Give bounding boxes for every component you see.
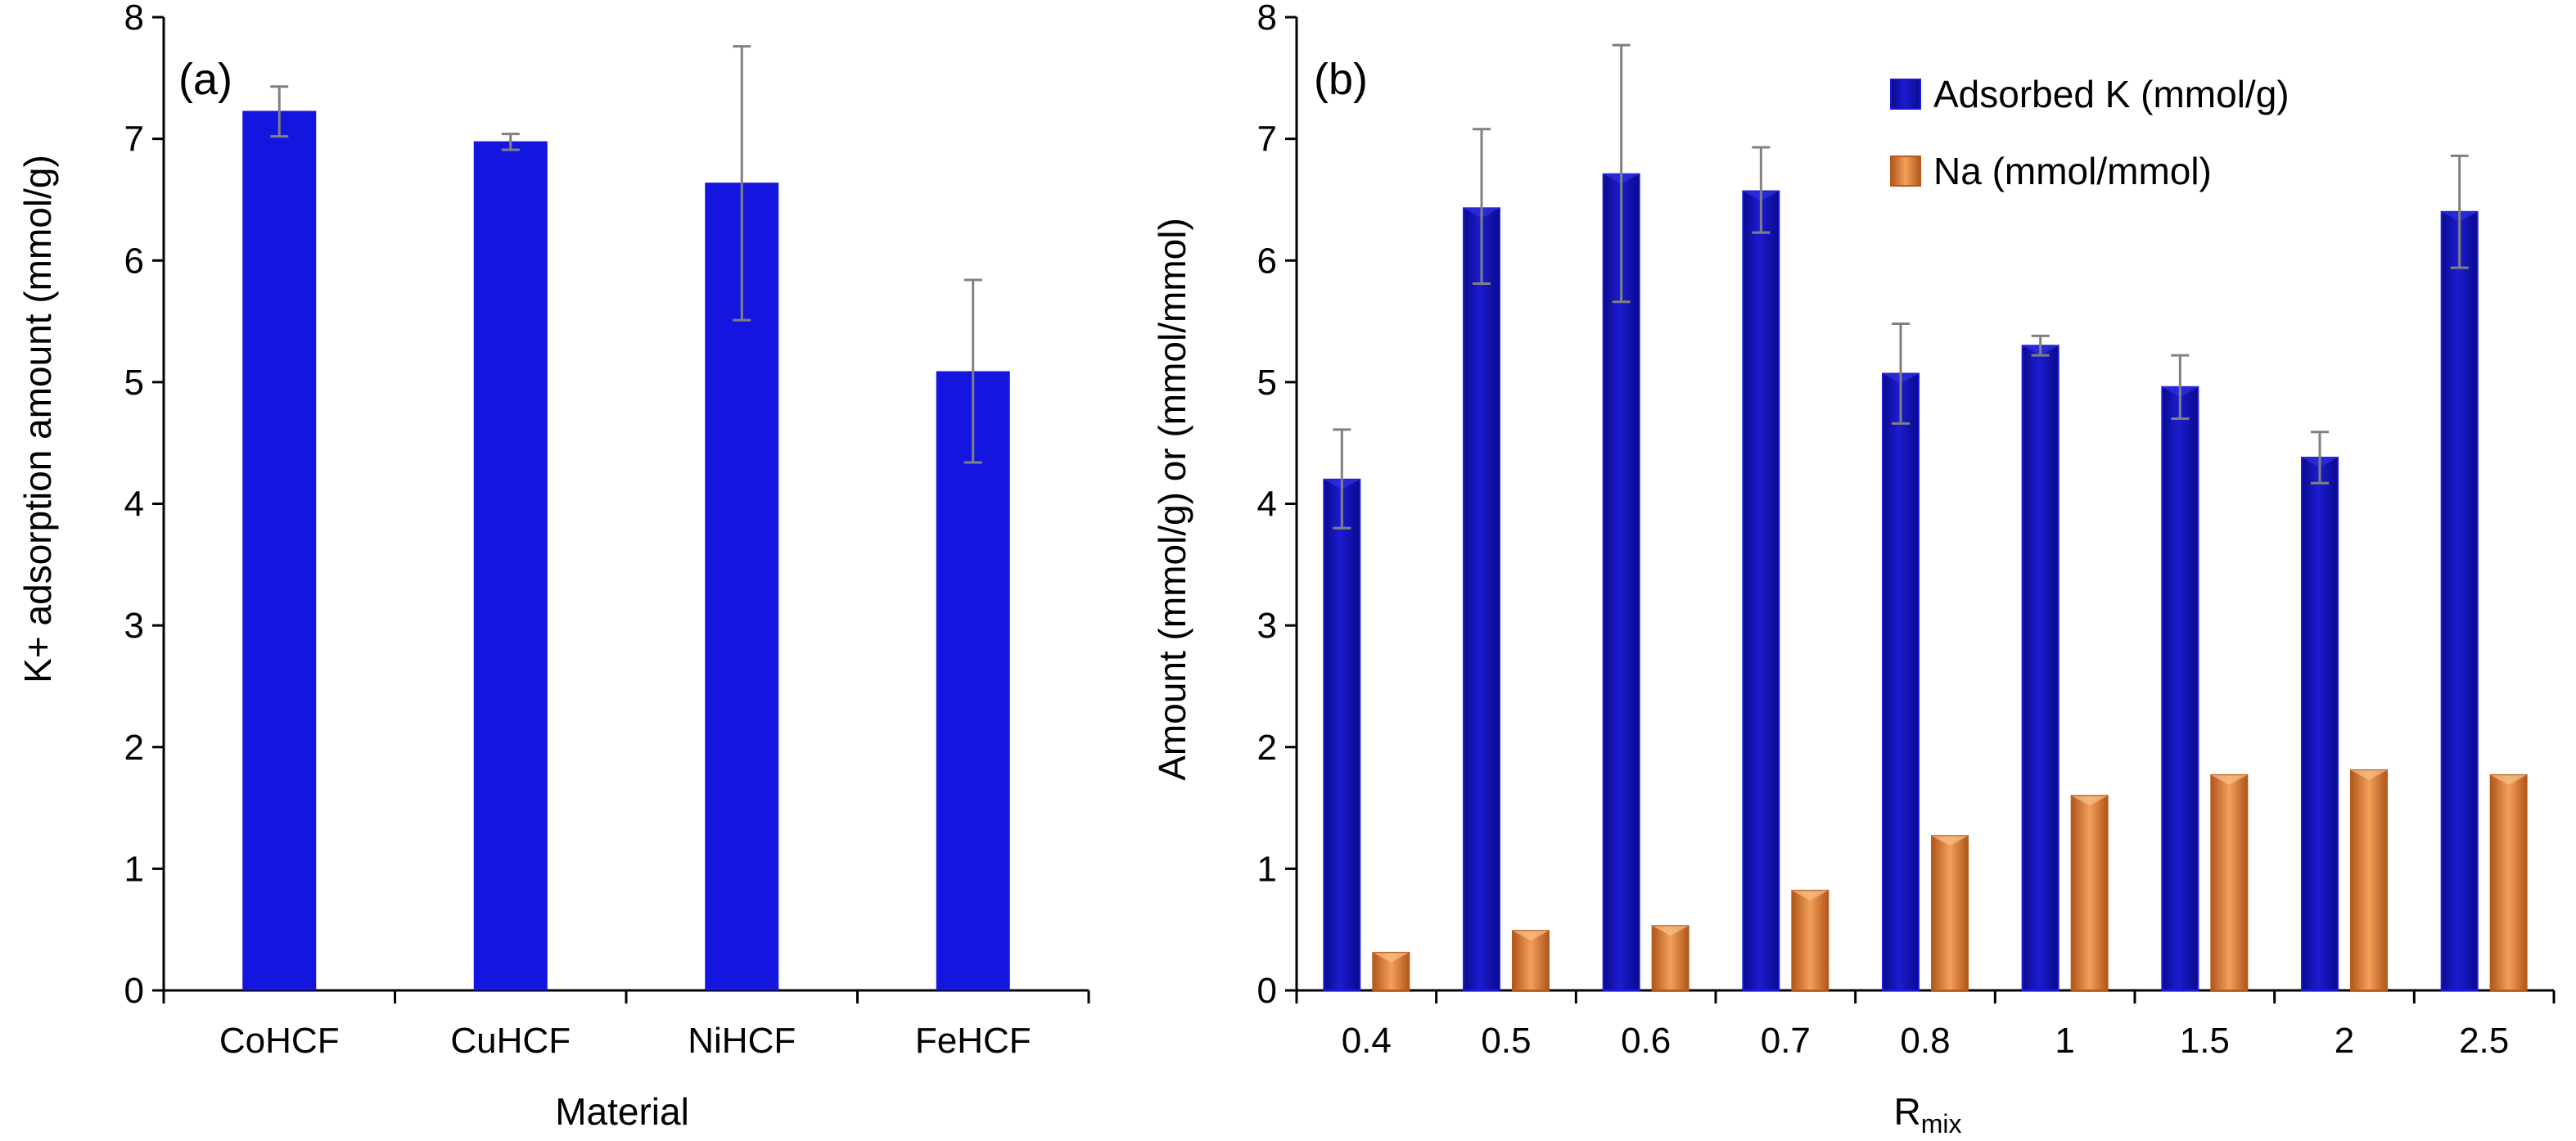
legend: Adsorbed K (mmol/g) Na (mmol/mmol) xyxy=(1890,73,2290,192)
y-tick-label: 1 xyxy=(124,849,144,889)
y-tick-label: 8 xyxy=(124,0,144,38)
bar-na xyxy=(2350,769,2388,992)
y-tick-label: 5 xyxy=(1257,363,1277,403)
bar-na-bevel xyxy=(2071,796,2108,806)
x-tick-label: 0.6 xyxy=(1621,1021,1671,1061)
bar-na xyxy=(2070,795,2109,992)
bar-adsorbed-k xyxy=(1742,190,1780,991)
panel-a-label: (a) xyxy=(178,55,232,104)
bar-na-bevel xyxy=(1932,836,1968,846)
bar-na-bevel xyxy=(1373,952,1410,963)
bar-adsorbed-k xyxy=(2161,386,2199,991)
bar-adsorbed-k xyxy=(1463,207,1500,991)
panel-a-ylabel: K+ adsorption amount (mmol/g) xyxy=(16,155,59,683)
bar-adsorbed-k xyxy=(1323,478,1361,991)
chart-panel-b: (b) Amount (mmol/g) or (mmol/mmol) Rmix … xyxy=(1151,0,2556,1139)
legend-label-na: Na (mmol/mmol) xyxy=(1933,150,2212,192)
x-tick-label: 0.7 xyxy=(1761,1021,1811,1061)
y-tick-label: 5 xyxy=(124,363,144,403)
bar-na xyxy=(1512,930,1550,991)
bar-na xyxy=(1931,835,1969,992)
bar-cohcf xyxy=(242,110,317,990)
bar-cuhcf xyxy=(473,141,548,990)
x-tick-label: CoHCF xyxy=(219,1021,340,1061)
y-tick-label: 8 xyxy=(1257,0,1277,38)
x-tick-label: 0.4 xyxy=(1342,1021,1392,1061)
bar-na xyxy=(1791,890,1829,991)
bar-adsorbed-k xyxy=(2301,457,2339,991)
y-tick-label: 7 xyxy=(124,120,144,160)
bar-na-bevel xyxy=(1652,926,1689,936)
y-tick-label: 4 xyxy=(1257,485,1277,525)
panel-b-xlabel: Rmix xyxy=(1894,1090,1962,1139)
bar-na xyxy=(2489,773,2528,992)
bar-na-bevel xyxy=(2490,774,2527,785)
x-tick-label: 2 xyxy=(2335,1021,2354,1061)
panel-a-xlabel: Material xyxy=(555,1090,689,1133)
panel-b-xlabel-subscript: mix xyxy=(1921,1109,1962,1139)
bar-fehcf xyxy=(936,371,1010,990)
y-tick-label: 2 xyxy=(1257,728,1277,768)
legend-swatch-na xyxy=(1890,156,1921,187)
panel-b-xlabel-main: R xyxy=(1894,1090,1921,1133)
x-tick-label: 2.5 xyxy=(2459,1021,2509,1061)
y-tick-label: 6 xyxy=(124,241,144,281)
y-tick-label: 6 xyxy=(1257,241,1277,281)
legend-label-adsorbed-k: Adsorbed K (mmol/g) xyxy=(1933,73,2290,115)
bar-na-bevel xyxy=(2351,769,2387,780)
y-tick-label: 1 xyxy=(1257,849,1277,889)
y-tick-label: 4 xyxy=(124,485,144,525)
y-tick-label: 7 xyxy=(1257,120,1277,160)
x-tick-label: 0.8 xyxy=(1900,1021,1950,1061)
chart-panel-a: (a) K+ adsorption amount (mmol/g) Materi… xyxy=(16,0,1090,1133)
x-tick-label: CuHCF xyxy=(450,1021,571,1061)
y-tick-label: 3 xyxy=(124,606,144,646)
bar-na-bevel xyxy=(1792,891,1829,901)
x-tick-label: 0.5 xyxy=(1481,1021,1531,1061)
bar-adsorbed-k xyxy=(2021,345,2059,992)
x-tick-label: NiHCF xyxy=(688,1021,796,1061)
legend-swatch-adsorbed-k xyxy=(1890,79,1921,110)
bar-na xyxy=(2210,773,2249,992)
bar-na-bevel xyxy=(2211,774,2248,785)
y-tick-label: 2 xyxy=(124,728,144,768)
bar-adsorbed-k xyxy=(2440,210,2479,991)
x-tick-label: 1.5 xyxy=(2180,1021,2230,1061)
y-tick-label: 0 xyxy=(124,971,144,1011)
x-tick-label: FeHCF xyxy=(915,1021,1031,1061)
bar-na-bevel xyxy=(1513,931,1549,941)
x-tick-label: 1 xyxy=(2055,1021,2074,1061)
y-tick-label: 0 xyxy=(1257,971,1277,1011)
bar-na xyxy=(1651,925,1690,992)
panel-b-label: (b) xyxy=(1314,55,1368,104)
y-tick-label: 3 xyxy=(1257,606,1277,646)
panel-b-ylabel: Amount (mmol/g) or (mmol/mmol) xyxy=(1151,218,1193,781)
bar-adsorbed-k xyxy=(1882,372,1920,991)
